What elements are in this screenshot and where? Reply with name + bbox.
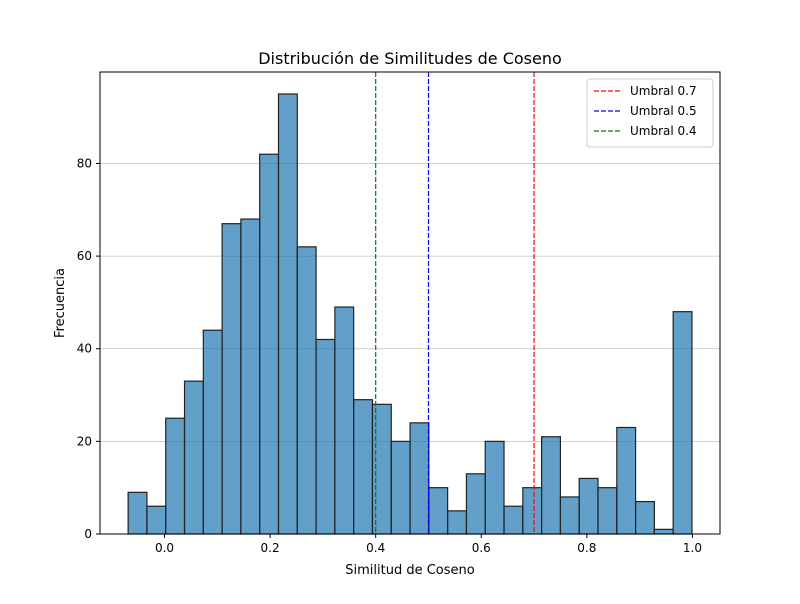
histogram-bar <box>503 505 524 535</box>
x-tick-label: 0.4 <box>366 541 385 555</box>
y-tick-label: 60 <box>77 249 92 263</box>
histogram-bar <box>578 477 599 535</box>
histogram-bar <box>221 223 242 535</box>
histogram-bar <box>183 380 204 535</box>
y-tick-label: 0 <box>84 527 92 541</box>
histogram-bar <box>296 246 317 535</box>
y-axis-label: Frecuencia <box>53 268 68 338</box>
histogram-bar <box>672 311 693 535</box>
threshold-lines <box>375 72 535 534</box>
y-tick-label: 20 <box>77 434 92 448</box>
histogram-bar <box>616 426 637 535</box>
histogram-bar <box>484 440 505 535</box>
histogram-bar <box>127 491 148 535</box>
histogram-bar <box>202 329 223 535</box>
y-tick-label: 80 <box>77 156 92 170</box>
histogram-bar <box>409 422 430 535</box>
legend-box <box>586 78 714 148</box>
histogram-bar <box>653 528 674 535</box>
x-tick-label: 0.2 <box>261 541 280 555</box>
x-tick-label: 0.8 <box>577 541 596 555</box>
histogram-bar <box>390 440 411 535</box>
legend-label: Umbral 0.5 <box>630 104 697 118</box>
histogram-bar <box>165 417 186 535</box>
x-tick-label: 1.0 <box>683 541 702 555</box>
histogram-bar <box>240 218 261 535</box>
histogram-bar <box>465 473 486 535</box>
histogram-bar <box>522 487 543 535</box>
legend-entries: Umbral 0.7 Umbral 0.5 Umbral 0.4 <box>594 84 697 138</box>
legend-label: Umbral 0.4 <box>630 124 697 138</box>
histogram-bar <box>259 153 280 535</box>
y-axis-ticks: 0 20 40 60 80 <box>77 156 100 541</box>
histogram-bar <box>334 306 355 535</box>
histogram-bar <box>541 436 562 535</box>
histogram-bars <box>127 93 693 535</box>
histogram-bar <box>447 510 468 535</box>
y-tick-label: 40 <box>77 342 92 356</box>
histogram-bar <box>428 487 449 535</box>
histogram-bar <box>597 487 618 535</box>
legend-label: Umbral 0.7 <box>630 84 697 98</box>
histogram-bar <box>634 500 655 535</box>
legend: Umbral 0.7 Umbral 0.5 Umbral 0.4 <box>586 78 714 148</box>
histogram-bar <box>146 505 167 535</box>
histogram-bar <box>315 338 336 535</box>
histogram-bar <box>353 399 374 535</box>
chart-title: Distribución de Similitudes de Coseno <box>258 49 562 68</box>
x-axis-ticks: 0.0 0.2 0.4 0.6 0.8 1.0 <box>155 534 702 555</box>
x-tick-label: 0.0 <box>155 541 174 555</box>
histogram-bar <box>559 496 580 535</box>
plot-frame <box>99 71 721 535</box>
x-axis-label: Similitud de Coseno <box>345 563 475 578</box>
x-tick-label: 0.6 <box>472 541 491 555</box>
histogram-bar <box>277 93 298 535</box>
